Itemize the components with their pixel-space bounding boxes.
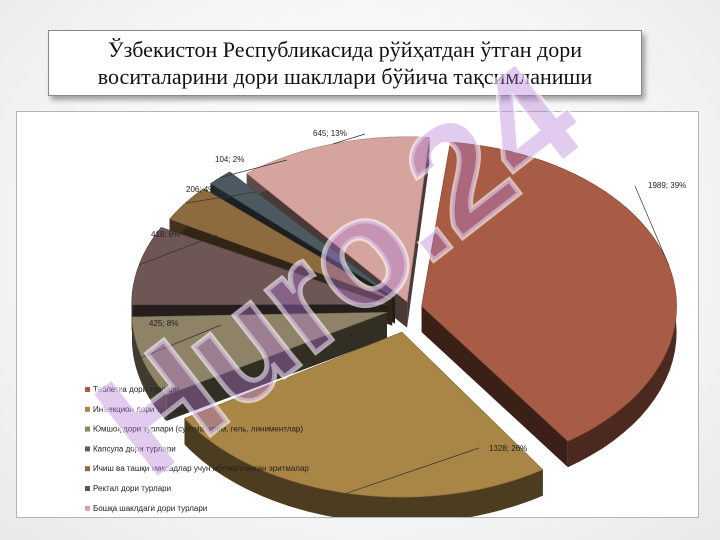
slice-rim-1	[184, 418, 543, 517]
slice-wall-2-0	[166, 312, 387, 422]
slice-wall-0-1	[421, 306, 568, 468]
leader-line-4	[185, 191, 257, 204]
leader-line-1	[346, 447, 480, 494]
data-label-4: 206; 4%	[186, 185, 215, 194]
legend-entry-4: Ичиш ва ташқи мақсадлар учун мўлжалланга…	[93, 464, 309, 473]
pie-slice-5	[209, 171, 396, 298]
legend-swatch-4	[85, 466, 90, 472]
legend-swatch-0	[85, 387, 90, 392]
legend-entry-0: Таблетка дори турлари	[93, 385, 179, 394]
slice-rim-2	[132, 316, 167, 421]
legend-entry-3: Капсула дори турлари	[93, 444, 176, 453]
leader-line-6	[332, 133, 366, 145]
legend-entry-6: Бошқа шаклдаги дори турлари	[93, 504, 207, 513]
data-label-3: 418; 8%	[151, 230, 180, 239]
legend-swatch-6	[85, 505, 90, 511]
leader-line-2	[141, 324, 222, 358]
data-label-1: 1328; 26%	[489, 444, 527, 453]
legend-entry-2: Юмшоқ дори турлари (суртма, крем, гель, …	[93, 425, 303, 434]
leader-line-0	[634, 185, 670, 266]
slide-title: Ўзбекистон Республикасида рўйҳатдан ўтга…	[97, 37, 593, 89]
legend-swatch-3	[85, 446, 90, 452]
legend-swatch-2	[85, 426, 90, 432]
legend-swatch-1	[85, 406, 90, 412]
data-label-6: 645; 13%	[313, 129, 347, 138]
chart-area: 1989; 39% 1328; 26% 425; 8% 418; 8% 206; 4% 1…	[16, 111, 699, 518]
data-label-2: 425; 8%	[149, 319, 178, 328]
legend-entry-1: Инъекцион дори турлари	[93, 405, 186, 414]
leader-line-3	[138, 234, 218, 266]
slice-wall-6-1	[407, 137, 430, 328]
leader-line-5	[219, 159, 288, 178]
pie-chart: 1989; 39% 1328; 26% 425; 8% 418; 8% 206; 4% 1…	[85, 129, 686, 517]
data-label-5: 104; 2%	[215, 155, 244, 164]
data-label-0: 1989; 39%	[648, 181, 686, 190]
legend-entry-5: Ректал дори турлари	[93, 484, 171, 493]
legend-swatch-5	[85, 486, 90, 491]
title-box: Ўзбекистон Республикасида рўйҳатдан ўтга…	[48, 30, 642, 96]
